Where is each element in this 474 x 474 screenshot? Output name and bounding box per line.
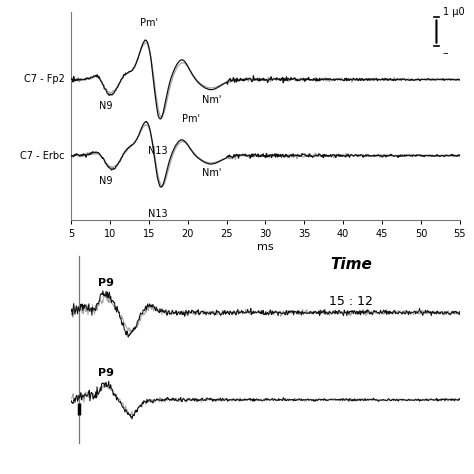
- Text: 15 : 12: 15 : 12: [329, 295, 373, 308]
- Text: Nm': Nm': [202, 95, 221, 105]
- Text: Nm': Nm': [202, 168, 221, 178]
- Text: N9: N9: [100, 101, 113, 111]
- Text: N13: N13: [148, 209, 168, 219]
- Text: P9: P9: [98, 278, 114, 288]
- Text: N13: N13: [147, 146, 167, 156]
- Text: C7 - Fp2: C7 - Fp2: [24, 74, 65, 84]
- Text: Pm': Pm': [182, 114, 200, 124]
- Text: Time: Time: [330, 257, 372, 272]
- Text: P9: P9: [98, 368, 114, 378]
- Text: Pm': Pm': [140, 18, 158, 27]
- Text: C7 - Erbc: C7 - Erbc: [20, 151, 65, 161]
- Text: –: –: [443, 48, 448, 58]
- X-axis label: ms: ms: [257, 242, 274, 252]
- Text: 1 μ0: 1 μ0: [443, 7, 465, 17]
- Text: N9: N9: [100, 176, 113, 186]
